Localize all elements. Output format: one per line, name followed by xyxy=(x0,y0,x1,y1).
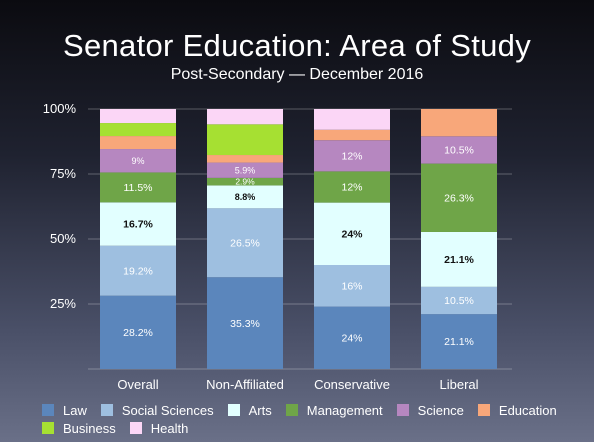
bar-segment-arts xyxy=(100,202,176,246)
bar-segment-arts xyxy=(207,185,283,209)
legend-item-science: Science xyxy=(396,402,464,418)
bar-segment-management xyxy=(421,163,497,232)
bar-segment-education xyxy=(314,129,390,141)
data-label: 2.9% xyxy=(235,177,255,187)
legend-item-management: Management xyxy=(285,402,383,418)
legend-label: Health xyxy=(150,420,189,436)
bar-segment-social-sciences xyxy=(100,245,176,296)
bar-segment-health xyxy=(100,109,176,124)
bar-segment-health xyxy=(314,109,390,130)
legend-swatch xyxy=(129,422,142,434)
data-label: 16.7% xyxy=(123,219,153,231)
bar-segment-management xyxy=(207,177,283,186)
x-tick-label: Conservative xyxy=(314,377,390,392)
bar-segment-health xyxy=(207,109,283,125)
legend-item-law: Law xyxy=(42,402,87,418)
legend-swatch xyxy=(477,404,490,416)
bar-segment-science xyxy=(100,149,176,173)
legend-label: Law xyxy=(63,402,87,418)
data-label: 8.8% xyxy=(235,192,256,202)
bar-segment-arts xyxy=(421,231,497,287)
bar-segment-law xyxy=(100,295,176,369)
data-label: 26.3% xyxy=(444,192,474,204)
legend-item-social-sciences: Social Sciences xyxy=(100,402,214,418)
data-label: 9% xyxy=(131,156,144,166)
data-label: 10.5% xyxy=(444,145,474,157)
legend-label: Business xyxy=(63,420,116,436)
x-tick-label: Liberal xyxy=(439,377,478,392)
data-label: 11.5% xyxy=(124,182,153,194)
legend-label: Education xyxy=(498,402,557,418)
legend-swatch xyxy=(285,404,298,416)
legend-item-education: Education xyxy=(477,402,557,418)
legend-swatch xyxy=(100,404,113,416)
legend-item-business: Business xyxy=(42,420,116,436)
legend-swatch xyxy=(42,404,54,416)
chart-title: Senator Education: Area of Study xyxy=(62,28,531,63)
data-label: 21.1% xyxy=(444,254,474,266)
data-label: 21.1% xyxy=(444,336,474,348)
y-tick-label: 50% xyxy=(50,231,76,246)
bar-segment-management xyxy=(100,172,176,203)
bar-segment-business xyxy=(100,123,176,137)
bar-segment-management xyxy=(314,171,390,203)
legend-label: Social Sciences xyxy=(121,402,214,418)
bar-segment-social-sciences xyxy=(421,286,497,315)
chart-subtitle: Post-Secondary — December 2016 xyxy=(170,66,424,83)
x-tick-label: Non-Affiliated xyxy=(206,377,284,392)
bar-segment-science xyxy=(421,136,497,164)
y-tick-label: 75% xyxy=(50,166,76,181)
legend-swatch xyxy=(227,404,240,416)
legend-item-health: Health xyxy=(129,420,189,436)
data-label: 16% xyxy=(341,280,362,292)
bar-segment-law xyxy=(421,314,497,369)
legend-label: Science xyxy=(417,402,464,418)
data-label: 5.9% xyxy=(235,165,256,175)
y-tick-label: 100% xyxy=(43,101,77,116)
data-label: 19.2% xyxy=(123,265,153,277)
x-tick-label: Overall xyxy=(117,377,158,392)
legend-label: Arts xyxy=(248,402,272,418)
bar-segment-social-sciences xyxy=(314,265,390,307)
legend-swatch xyxy=(396,404,409,416)
bar-segment-business xyxy=(207,124,283,156)
bar-segment-science xyxy=(314,140,390,172)
bar-segment-science xyxy=(207,162,283,178)
data-label: 24% xyxy=(341,332,362,344)
data-label: 28.2% xyxy=(123,327,153,339)
legend-item-arts: Arts xyxy=(227,402,272,418)
bar-segment-education xyxy=(207,155,283,163)
legend-swatch xyxy=(42,422,54,434)
data-label: 35.3% xyxy=(230,318,260,330)
data-label: 10.5% xyxy=(444,295,474,307)
bar-segment-arts xyxy=(314,202,390,265)
data-label: 24% xyxy=(341,228,363,240)
bar-segment-law xyxy=(207,277,283,369)
chart-legend: Law Social Sciences Arts Management Science E… xyxy=(42,402,572,436)
data-label: 12% xyxy=(341,182,362,194)
data-label: 12% xyxy=(341,150,362,162)
bar-segment-education xyxy=(421,109,497,137)
legend-label: Management xyxy=(306,402,383,418)
bar-segment-law xyxy=(314,306,390,369)
data-label: 26.5% xyxy=(230,237,260,249)
bar-segment-education xyxy=(100,136,176,150)
bar-segment-social-sciences xyxy=(207,208,283,278)
y-tick-label: 25% xyxy=(50,296,76,311)
